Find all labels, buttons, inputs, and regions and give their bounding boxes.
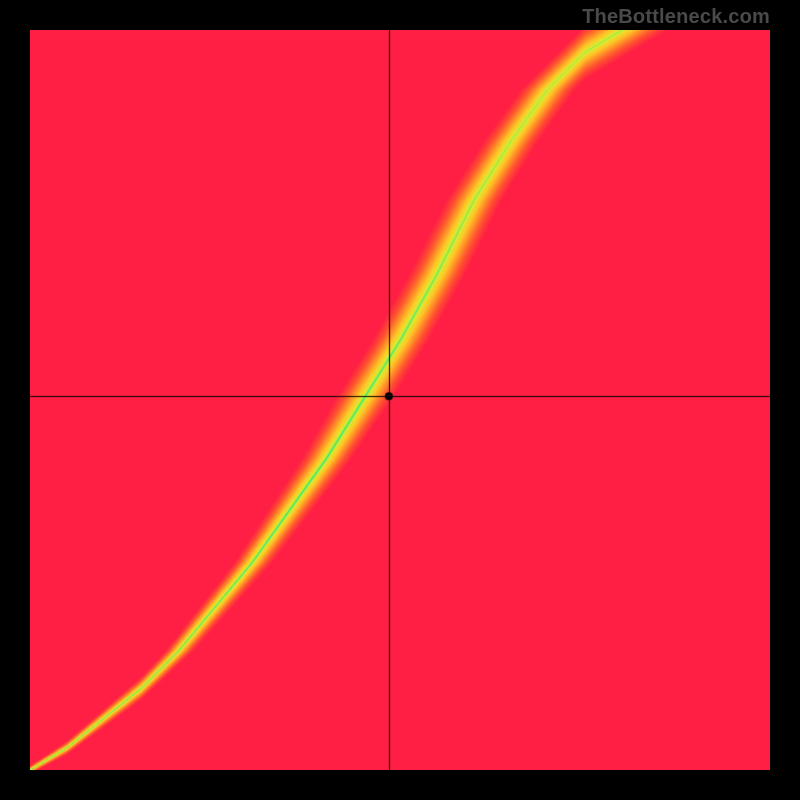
bottleneck-heatmap	[30, 30, 770, 770]
watermark-text: TheBottleneck.com	[582, 6, 770, 29]
chart-container: TheBottleneck.com	[0, 0, 800, 800]
